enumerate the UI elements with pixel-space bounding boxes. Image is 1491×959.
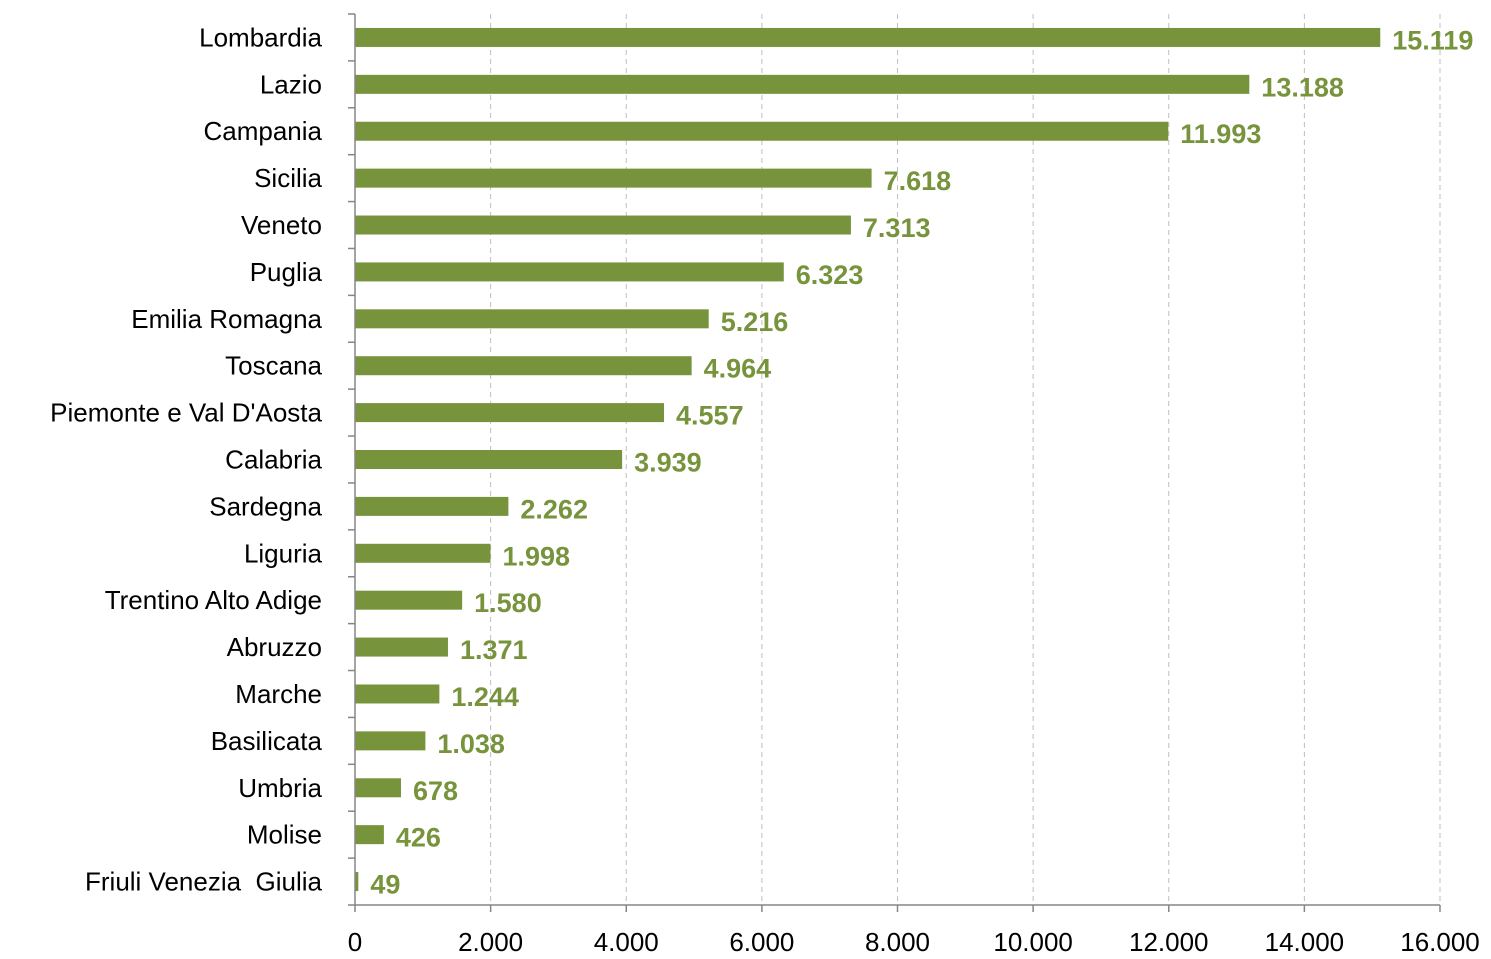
x-tick-label: 8.000	[865, 927, 930, 957]
data-label: 7.618	[884, 166, 952, 196]
data-label: 1.580	[474, 588, 542, 618]
data-label: 1.371	[460, 635, 528, 665]
category-label: Trentino Alto Adige	[105, 585, 322, 615]
data-label: 1.998	[502, 541, 570, 571]
data-label: 5.216	[721, 307, 789, 337]
data-label: 426	[396, 823, 441, 853]
category-label: Toscana	[225, 351, 322, 381]
bar	[355, 262, 784, 282]
bars	[355, 27, 1381, 892]
category-label: Marche	[235, 679, 322, 709]
data-label: 2.262	[520, 494, 588, 524]
data-label: 4.557	[676, 401, 744, 431]
bar	[355, 356, 692, 376]
data-label: 1.038	[437, 729, 505, 759]
category-label: Umbria	[238, 773, 322, 803]
x-tick-label: 12.000	[1129, 927, 1209, 957]
bar	[355, 496, 509, 516]
category-label: Friuli Venezia Giulia	[85, 867, 323, 897]
data-label: 1.244	[451, 682, 519, 712]
category-label: Abruzzo	[227, 632, 322, 662]
x-tick-label: 10.000	[993, 927, 1073, 957]
x-tick-label: 6.000	[729, 927, 794, 957]
category-labels: Lombardia Lazio Campania Sicilia Veneto Pugli…	[50, 22, 322, 896]
bar	[355, 215, 851, 235]
category-label: Calabria	[225, 445, 322, 475]
bar	[355, 637, 448, 657]
grid-lines	[490, 14, 1441, 905]
category-label: Sardegna	[209, 491, 322, 521]
category-label: Campania	[203, 116, 322, 146]
bar	[355, 27, 1381, 47]
data-label: 4.964	[704, 354, 772, 384]
data-label: 6.323	[796, 260, 864, 290]
bar	[355, 825, 384, 845]
bar	[355, 872, 359, 892]
bar	[355, 543, 491, 563]
category-label: Puglia	[250, 257, 323, 287]
bar	[355, 309, 709, 329]
category-label: Emilia Romagna	[131, 304, 322, 334]
x-tick-label: 16.000	[1400, 927, 1480, 957]
x-tick-label: 0	[348, 927, 362, 957]
bar	[355, 778, 401, 798]
category-label: Lombardia	[199, 22, 322, 52]
data-label: 15.119	[1392, 25, 1473, 55]
category-label: Piemonte e Val D'Aosta	[50, 398, 322, 428]
data-label: 49	[370, 870, 400, 900]
data-label: 13.188	[1261, 72, 1344, 102]
category-label: Molise	[247, 820, 322, 850]
bar	[355, 450, 623, 469]
data-label: 3.939	[634, 448, 702, 478]
category-label: Sicilia	[254, 163, 322, 193]
category-label: Lazio	[260, 69, 322, 99]
data-label: 7.313	[863, 213, 931, 243]
bar	[355, 590, 463, 610]
x-tick-label: 4.000	[594, 927, 659, 957]
bar	[355, 74, 1250, 94]
bar	[355, 684, 440, 704]
axes	[348, 13, 1441, 912]
bar	[355, 168, 872, 188]
x-tick-labels: 0 2.000 4.000 6.000 8.000 10.000 12.000 14.000 1…	[348, 927, 1480, 957]
category-label: Liguria	[244, 538, 323, 568]
bar	[355, 403, 665, 423]
x-tick-label: 2.000	[458, 927, 523, 957]
category-label: Veneto	[241, 210, 322, 240]
bar	[355, 121, 1169, 141]
x-tick-label: 14.000	[1265, 927, 1345, 957]
data-label: 678	[413, 776, 458, 806]
bar	[355, 731, 426, 751]
data-label: 11.993	[1180, 119, 1261, 149]
category-label: Basilicata	[211, 726, 323, 756]
